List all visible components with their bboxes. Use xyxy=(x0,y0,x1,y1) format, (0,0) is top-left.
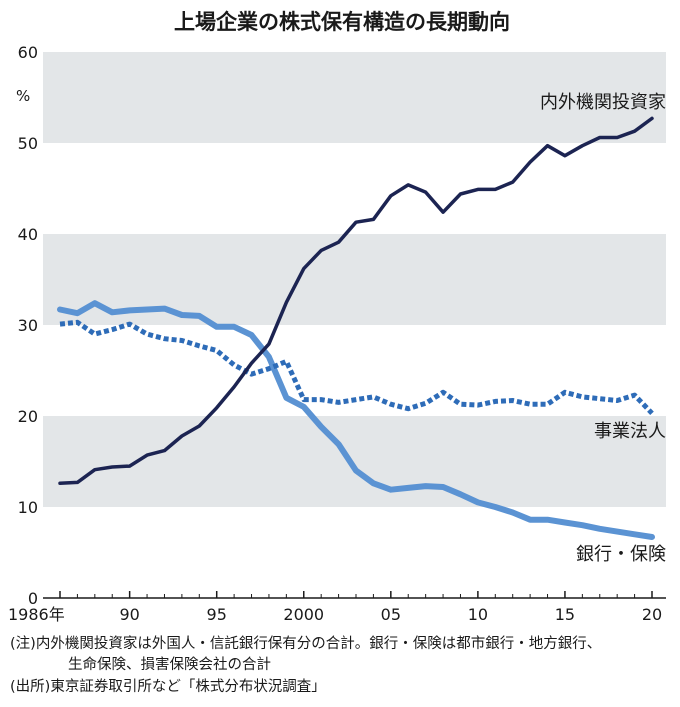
x-tick-label: 90 xyxy=(119,605,139,624)
series-line-0 xyxy=(58,116,654,486)
x-axis-ticks: 1986年 90 95 2000 05 10 15 20 xyxy=(8,591,662,624)
y-tick-label: 20 xyxy=(18,407,38,426)
y-tick-label: 40 xyxy=(18,225,38,244)
grid-band-0 xyxy=(43,416,666,507)
x-tick-label: 10 xyxy=(468,605,488,624)
y-tick-label: 10 xyxy=(18,498,38,517)
note-line-1: (注)内外機関投資家は外国人・信託銀行保有分の合計。銀行・保険は都市銀行・地方銀… xyxy=(10,636,602,652)
series-label-corporations: 事業法人 xyxy=(594,421,666,442)
grid-bands xyxy=(43,52,666,507)
x-tick-label: 95 xyxy=(207,605,227,624)
note-line-2: 生命保険、損害保険会社の合計 xyxy=(68,657,271,673)
x-tick-label: 1986年 xyxy=(8,605,65,624)
y-tick-label: 0 xyxy=(28,589,38,608)
chart-title: 上場企業の株式保有構造の長期動向 xyxy=(174,10,510,34)
grid-band-2 xyxy=(43,52,666,143)
y-tick-label: 30 xyxy=(18,316,38,335)
series-label-banks-insurance: 銀行・保険 xyxy=(576,544,666,565)
y-tick-label: 50 xyxy=(18,134,38,153)
y-axis-ticks: 0 10 20 30 40 50 60 xyxy=(18,43,38,608)
y-axis-unit: % xyxy=(16,87,30,105)
series-lines xyxy=(57,116,655,540)
y-tick-label: 60 xyxy=(18,43,38,62)
x-tick-label: 05 xyxy=(381,605,401,624)
x-tick-label: 15 xyxy=(555,605,575,624)
series-label-institutional: 内外機関投資家 xyxy=(540,92,666,113)
series-line-2 xyxy=(57,300,655,540)
x-tick-label: 2000 xyxy=(283,605,324,624)
note-source: (出所)東京証券取引所など「株式分布状況調査」 xyxy=(10,679,326,695)
series-line-1 xyxy=(59,319,654,416)
x-tick-label: 20 xyxy=(642,605,662,624)
